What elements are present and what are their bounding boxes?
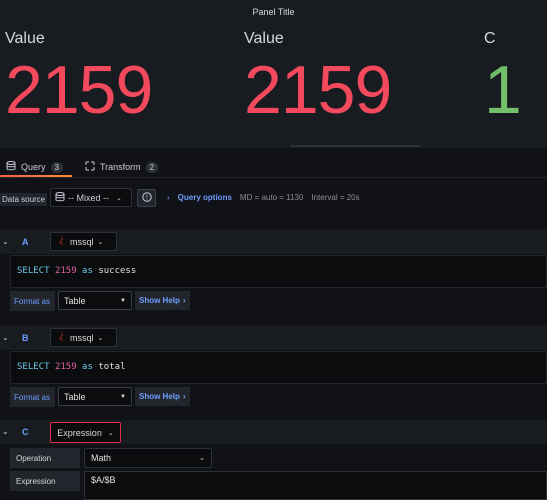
chevron-down-icon: ⌄ (199, 455, 205, 462)
chevron-right-icon: › (182, 296, 186, 305)
tab-query-count: 3 (50, 161, 63, 173)
stat-label-2: Value (244, 30, 284, 47)
query-options-md: MD = auto = 1130 (239, 193, 304, 202)
tabs-divider (0, 177, 547, 178)
tab-transform[interactable]: Transform 2 (85, 157, 159, 177)
stat-value-2: 2159 (244, 52, 392, 128)
operation-select[interactable]: Math ⌄ (84, 448, 212, 468)
query-a-letter[interactable]: A (22, 237, 29, 247)
sql-keyword: SELECT (17, 266, 50, 276)
chevron-down-icon: ⌄ (107, 429, 114, 437)
expression-type-value: Expression (57, 427, 102, 438)
collapse-chevron-icon[interactable]: ⌄ (2, 427, 9, 436)
sql-number: 2159 (54, 362, 77, 372)
query-b-sql-editor[interactable]: SELECT 2159 as total (10, 351, 547, 384)
tab-query-label: Query (21, 162, 46, 172)
query-b-letter[interactable]: B (22, 333, 29, 343)
stat-label-1: Value (5, 30, 45, 47)
expression-label: Expression (10, 471, 80, 491)
caret-down-icon: ▼ (120, 393, 126, 400)
help-icon: ! (141, 192, 152, 204)
query-a-show-help[interactable]: Show Help › (135, 291, 190, 310)
query-options-label: Query options (177, 193, 232, 202)
stat-panel (0, 0, 547, 148)
panel-title[interactable]: Panel Title (252, 7, 295, 17)
operation-label: Operation (10, 448, 80, 468)
tab-query[interactable]: Query 3 (6, 157, 63, 177)
query-b-format-value: Table (64, 391, 86, 402)
query-b-format-label: Format as (10, 387, 55, 407)
show-help-label: Show Help (139, 392, 180, 401)
datasource-selected: -- Mixed -- (68, 192, 109, 203)
stat-value-3: 1 (484, 52, 522, 128)
tab-transform-count: 2 (145, 161, 159, 173)
datasource-select[interactable]: -- Mixed -- ⌄ (50, 188, 132, 207)
query-b-datasource-select[interactable]: mssql ⌄ (50, 328, 117, 347)
mssql-icon (57, 331, 66, 344)
sql-as: as (82, 266, 93, 276)
panel-resize-handle[interactable] (290, 145, 420, 147)
chevron-down-icon: ⌄ (97, 238, 104, 246)
query-b-datasource-name: mssql (70, 332, 94, 343)
collapse-chevron-icon[interactable]: ⌄ (2, 237, 9, 246)
expression-input[interactable]: $A/$B (84, 471, 547, 500)
query-a-format-select[interactable]: Table ▼ (58, 291, 132, 310)
transform-icon (85, 161, 95, 173)
query-b-format-select[interactable]: Table ▼ (58, 387, 132, 406)
expression-type-select[interactable]: Expression ⌄ (50, 422, 121, 443)
svg-text:!: ! (146, 195, 148, 202)
datasource-help-button[interactable]: ! (137, 189, 156, 207)
tab-transform-label: Transform (100, 162, 141, 172)
active-tab-indicator (0, 175, 72, 177)
query-a-datasource-select[interactable]: mssql ⌄ (50, 232, 117, 251)
query-options-interval: Interval = 20s (311, 193, 360, 202)
caret-down-icon: ▼ (120, 297, 126, 304)
chevron-down-icon: ⌄ (116, 194, 122, 202)
query-a-format-label: Format as (10, 291, 55, 311)
chevron-right-icon: › (182, 392, 186, 401)
sql-keyword: SELECT (17, 362, 50, 372)
database-icon (6, 161, 16, 173)
query-a-datasource-name: mssql (70, 236, 94, 247)
collapse-chevron-icon[interactable]: ⌄ (2, 333, 9, 342)
sql-number: 2159 (54, 266, 77, 276)
query-a-sql-editor[interactable]: SELECT 2159 as success (10, 255, 547, 288)
query-c-letter[interactable]: C (22, 427, 29, 437)
query-b-show-help[interactable]: Show Help › (135, 387, 190, 406)
show-help-label: Show Help (139, 296, 180, 305)
mssql-icon (57, 235, 66, 248)
chevron-right-icon: › (167, 193, 170, 202)
sql-as: as (82, 362, 93, 372)
database-icon (55, 191, 65, 204)
stat-label-3: C (484, 30, 496, 47)
stat-value-1: 2159 (5, 52, 153, 128)
chevron-down-icon: ⌄ (97, 334, 104, 342)
query-options[interactable]: › Query options MD = auto = 1130 Interva… (167, 193, 360, 202)
query-a-format-value: Table (64, 295, 86, 306)
datasource-label: Data source (0, 193, 48, 206)
operation-value: Math (91, 453, 112, 463)
sql-alias: total (98, 362, 126, 372)
sql-alias: success (98, 266, 137, 276)
